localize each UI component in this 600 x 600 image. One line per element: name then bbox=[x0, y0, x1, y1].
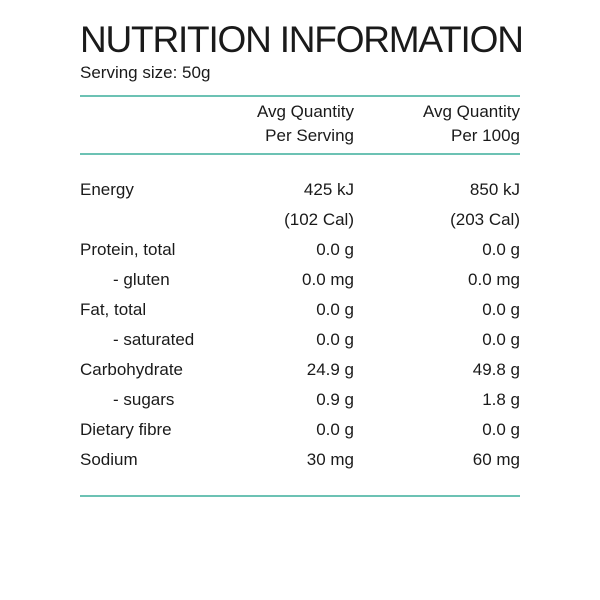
per-serving-value: 0.0 g bbox=[316, 420, 354, 439]
bottom-divider bbox=[80, 495, 520, 497]
per-100g-value: (203 Cal) bbox=[450, 210, 520, 229]
nutrient-label: Sodium bbox=[80, 450, 138, 469]
header-per-serving-line2: Per Serving bbox=[265, 126, 354, 145]
table-row: Sodium 30 mg 60 mg bbox=[80, 445, 520, 475]
nutrient-rows: Energy 425 kJ 850 kJ (102 Cal) (203 Cal) Prot… bbox=[80, 155, 520, 475]
nutrient-label: - gluten bbox=[113, 270, 170, 289]
nutrient-label: - sugars bbox=[113, 390, 175, 409]
nutrient-label: Carbohydrate bbox=[80, 360, 184, 379]
per-100g-value: 0.0 mg bbox=[468, 270, 520, 289]
per-100g-value: 0.0 g bbox=[482, 240, 520, 259]
per-serving-value: 30 mg bbox=[306, 450, 354, 469]
per-100g-value: 850 kJ bbox=[469, 180, 520, 199]
header-divider bbox=[80, 153, 520, 155]
per-100g-value: 49.8 g bbox=[472, 360, 520, 379]
per-100g-value: 1.8 g bbox=[482, 390, 520, 409]
per-serving-value: (102 Cal) bbox=[284, 210, 354, 229]
table-row: Fat, total 0.0 g 0.0 g bbox=[80, 295, 520, 325]
header-per-100g: Avg Quantity Per 100g bbox=[354, 100, 520, 148]
nutrient-label: Energy bbox=[80, 180, 134, 199]
header-per-serving: Avg Quantity Per Serving bbox=[240, 100, 354, 148]
table-row: - gluten 0.0 mg 0.0 mg bbox=[80, 265, 520, 295]
per-serving-value: 0.0 g bbox=[316, 240, 354, 259]
nutrition-panel: NUTRITION INFORMATION Serving size: 50g … bbox=[80, 18, 524, 497]
per-serving-value: 0.0 mg bbox=[302, 270, 354, 289]
serving-size: Serving size: 50g bbox=[80, 63, 211, 82]
table-row: Protein, total 0.0 g 0.0 g bbox=[80, 235, 520, 265]
header-per-100g-line2: Per 100g bbox=[451, 126, 520, 145]
header-per-100g-line1: Avg Quantity bbox=[422, 102, 520, 121]
nutrient-label: Dietary fibre bbox=[80, 420, 172, 439]
table-row: (102 Cal) (203 Cal) bbox=[80, 205, 520, 235]
per-100g-value: 0.0 g bbox=[482, 330, 520, 349]
table-row: - sugars 0.9 g 1.8 g bbox=[80, 385, 520, 415]
per-100g-value: 60 mg bbox=[472, 450, 520, 469]
table-row: Energy 425 kJ 850 kJ bbox=[80, 175, 520, 205]
table-row: - saturated 0.0 g 0.0 g bbox=[80, 325, 520, 355]
per-serving-value: 0.0 g bbox=[316, 330, 354, 349]
table-row: Dietary fibre 0.0 g 0.0 g bbox=[80, 415, 520, 445]
top-divider bbox=[80, 95, 520, 97]
per-serving-value: 24.9 g bbox=[306, 360, 354, 379]
per-100g-value: 0.0 g bbox=[482, 420, 520, 439]
nutrient-label: - saturated bbox=[113, 330, 195, 349]
column-header: Avg Quantity Per Serving Avg Quantity Pe… bbox=[80, 97, 520, 153]
nutrient-label: Fat, total bbox=[80, 300, 147, 319]
per-serving-value: 425 kJ bbox=[303, 180, 354, 199]
panel-title: NUTRITION INFORMATION bbox=[80, 19, 524, 60]
header-per-serving-line1: Avg Quantity bbox=[256, 102, 354, 121]
per-serving-value: 0.9 g bbox=[316, 390, 354, 409]
nutrient-label: Protein, total bbox=[80, 240, 176, 259]
per-serving-value: 0.0 g bbox=[316, 300, 354, 319]
per-100g-value: 0.0 g bbox=[482, 300, 520, 319]
table-row: Carbohydrate 24.9 g 49.8 g bbox=[80, 355, 520, 385]
